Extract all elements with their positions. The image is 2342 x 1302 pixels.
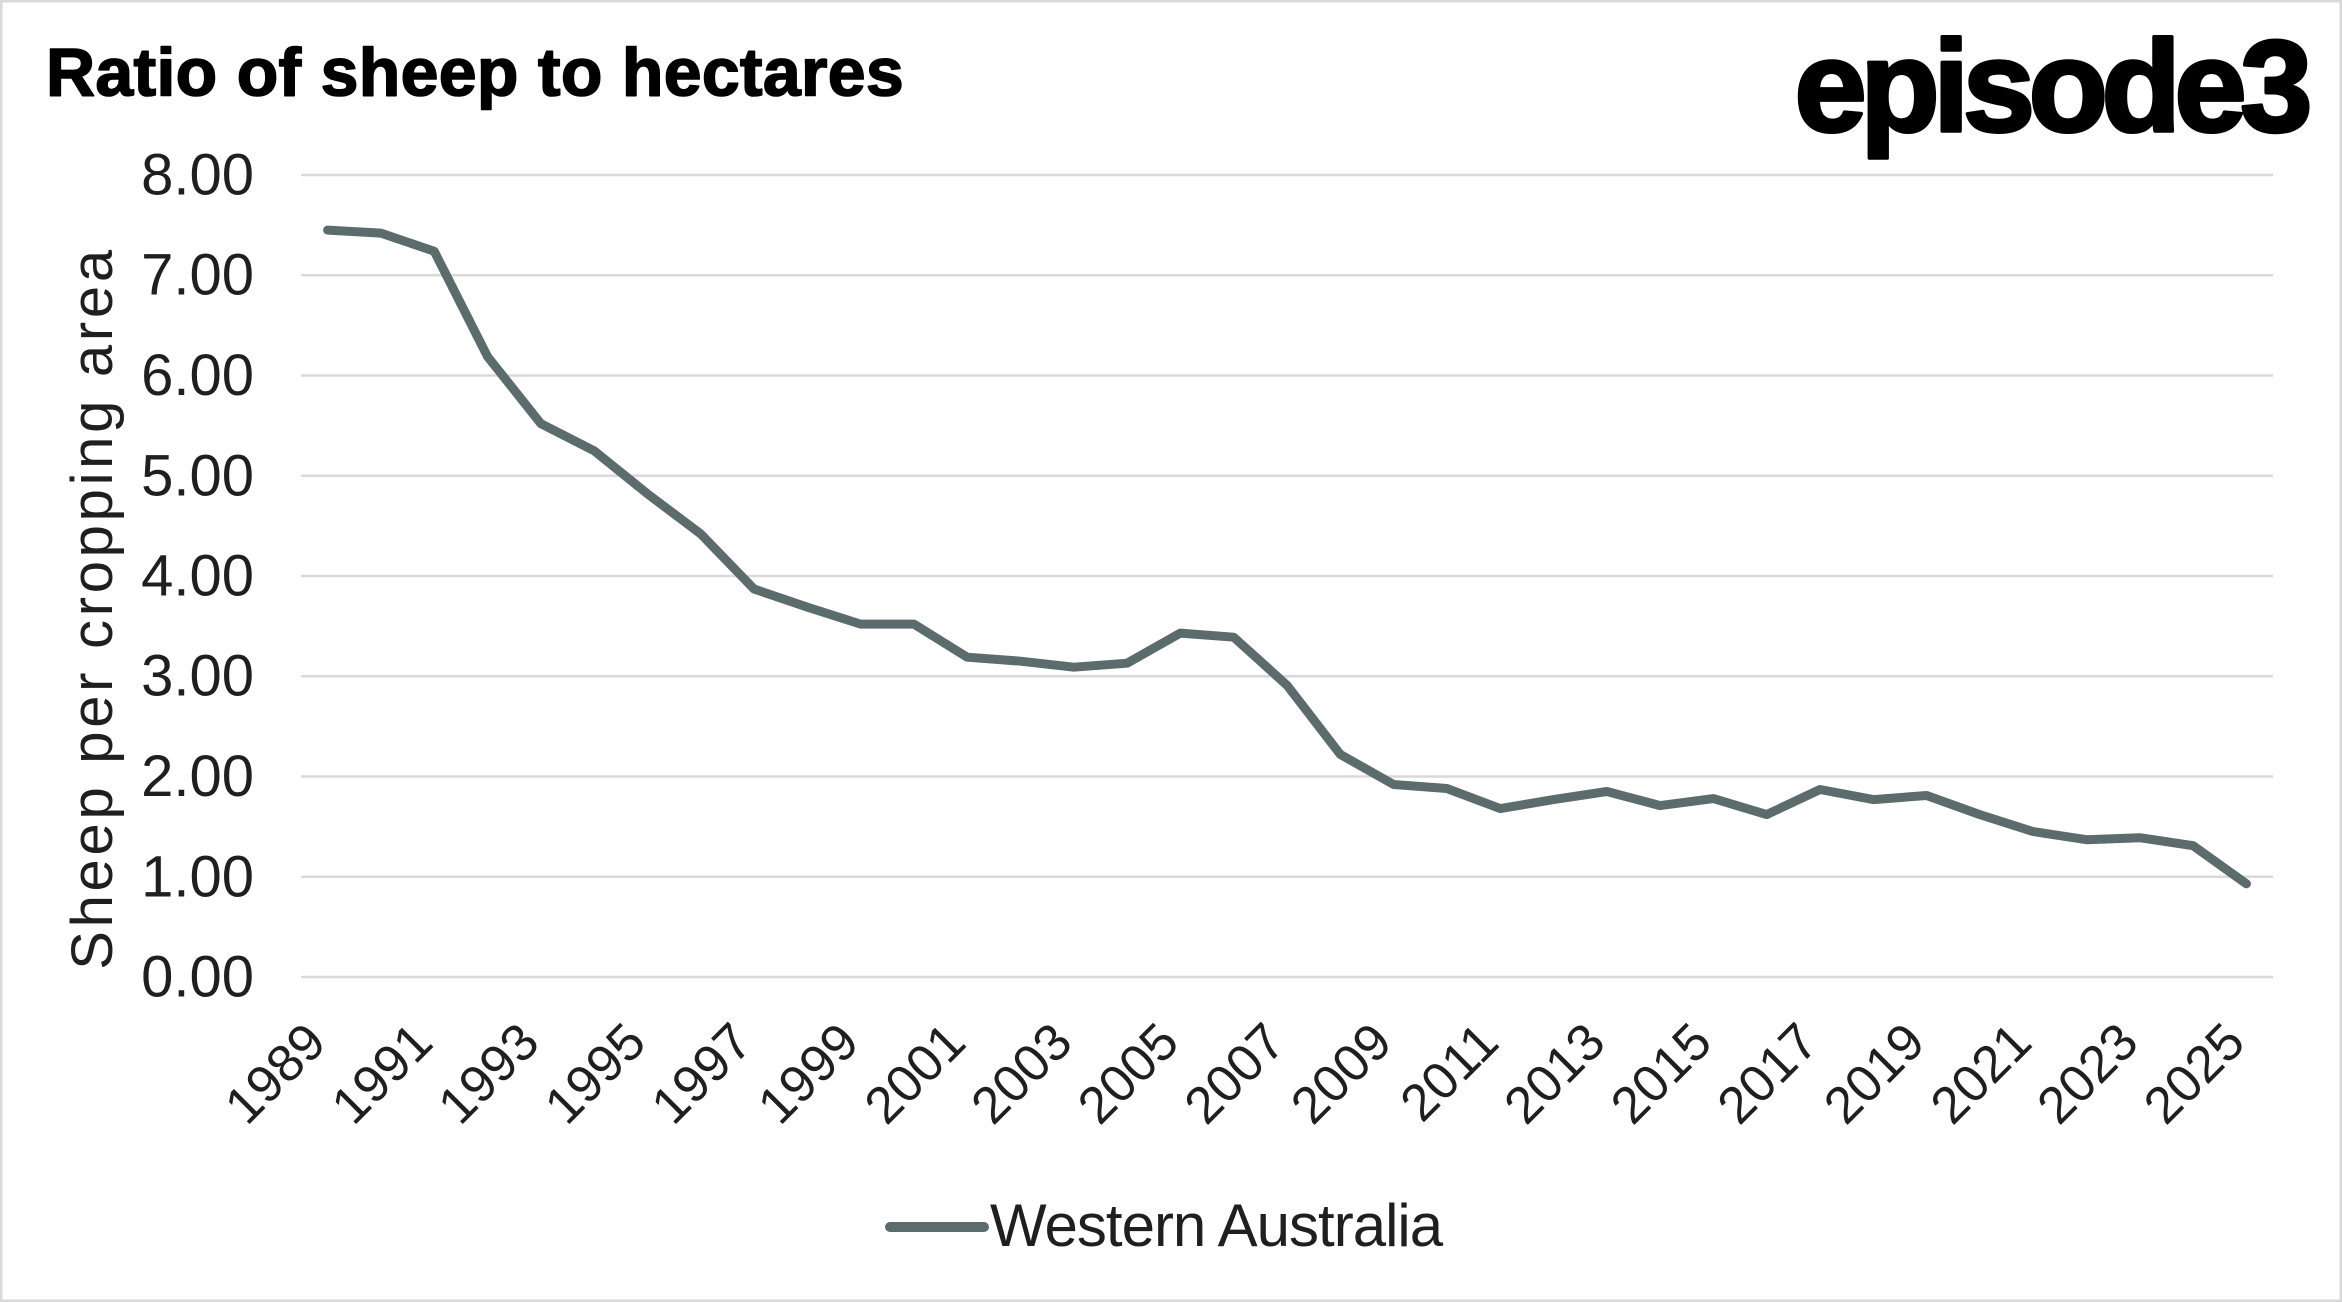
- svg-text:5.00: 5.00: [141, 443, 254, 508]
- svg-text:Sheep per cropping area: Sheep per cropping area: [60, 246, 125, 970]
- svg-text:2.00: 2.00: [141, 744, 254, 809]
- svg-text:6.00: 6.00: [141, 343, 254, 408]
- svg-text:1.00: 1.00: [141, 844, 254, 909]
- svg-text:Ratio of sheep to hectares: Ratio of sheep to hectares: [46, 35, 904, 111]
- svg-text:8.00: 8.00: [141, 143, 254, 208]
- svg-text:Western Australia: Western Australia: [990, 1192, 1444, 1259]
- svg-text:4.00: 4.00: [141, 544, 254, 609]
- svg-text:0.00: 0.00: [141, 945, 254, 1010]
- svg-text:3.00: 3.00: [141, 644, 254, 709]
- svg-text:7.00: 7.00: [141, 243, 254, 308]
- svg-text:episode3: episode3: [1794, 13, 2308, 159]
